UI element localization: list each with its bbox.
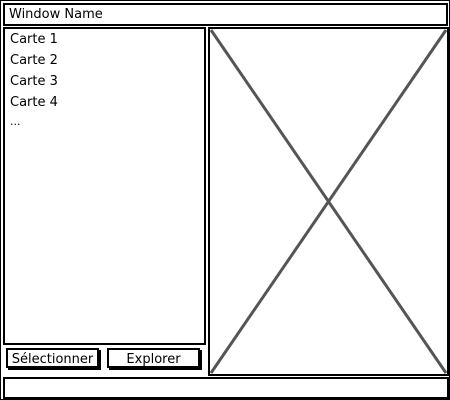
window-title: Window Name <box>9 7 103 22</box>
list-item-carte-3[interactable]: Carte 3 <box>10 74 58 89</box>
image-placeholder-icon <box>210 29 447 374</box>
list-item-carte-1[interactable]: Carte 1 <box>10 32 58 47</box>
title-bar: Window Name <box>3 3 448 26</box>
map-list[interactable]: Carte 1 Carte 2 Carte 3 Carte 4 ... <box>3 27 206 345</box>
list-item-carte-4[interactable]: Carte 4 <box>10 95 58 110</box>
list-more-indicator: ... <box>10 115 21 128</box>
placeholder-cross-line-2 <box>210 29 447 374</box>
status-bar <box>3 377 449 399</box>
explore-button[interactable]: Explorer <box>107 348 200 368</box>
select-button[interactable]: Sélectionner <box>6 348 99 368</box>
list-item-carte-2[interactable]: Carte 2 <box>10 53 58 68</box>
map-preview <box>208 27 449 376</box>
